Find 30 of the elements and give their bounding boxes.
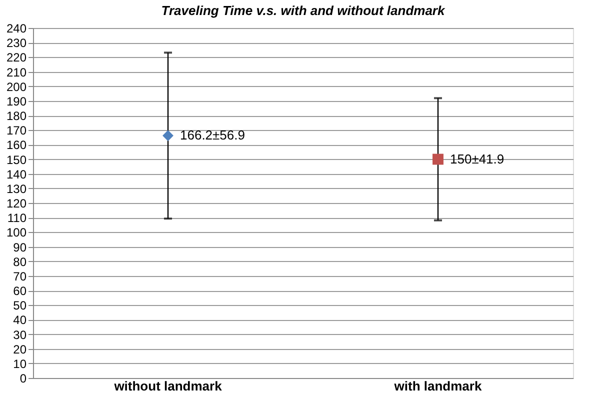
chart-title: Traveling Time v.s. with and without landmark	[161, 3, 446, 18]
y-tick-label: 20	[13, 342, 27, 356]
y-tick-label: 40	[13, 313, 27, 328]
y-tick-label: 0	[20, 372, 27, 386]
y-tick-label: 130	[6, 182, 27, 196]
y-tick-label: 30	[13, 328, 27, 342]
x-tick-label: without landmark	[113, 378, 223, 394]
y-tick-label: 110	[7, 211, 27, 226]
y-tick-label: 200	[6, 80, 27, 94]
y-tick-label: 160	[6, 138, 27, 152]
y-tick-label: 190	[6, 94, 27, 108]
y-tick-label: 60	[13, 284, 27, 298]
y-tick-label: 140	[6, 167, 27, 182]
y-tick-label: 100	[6, 226, 27, 240]
y-tick-label: 10	[13, 356, 27, 371]
y-tick-label: 90	[13, 240, 27, 254]
y-tick-label: 230	[6, 36, 27, 50]
y-tick-label: 120	[6, 196, 27, 210]
x-tick-label: with landmark	[393, 378, 482, 394]
y-tick-label: 210	[6, 65, 27, 80]
y-tick-label: 180	[6, 109, 27, 123]
y-tick-label: 70	[13, 269, 27, 284]
y-tick-label: 240	[6, 22, 27, 36]
y-tick-label: 80	[13, 254, 27, 269]
y-tick-label: 50	[13, 298, 27, 313]
y-tick-label: 170	[6, 124, 27, 138]
data-label: 166.2±56.9	[180, 128, 245, 143]
y-tick-label: 150	[6, 152, 27, 167]
data-label: 150±41.9	[450, 151, 504, 166]
y-tick-label: 220	[6, 50, 27, 65]
